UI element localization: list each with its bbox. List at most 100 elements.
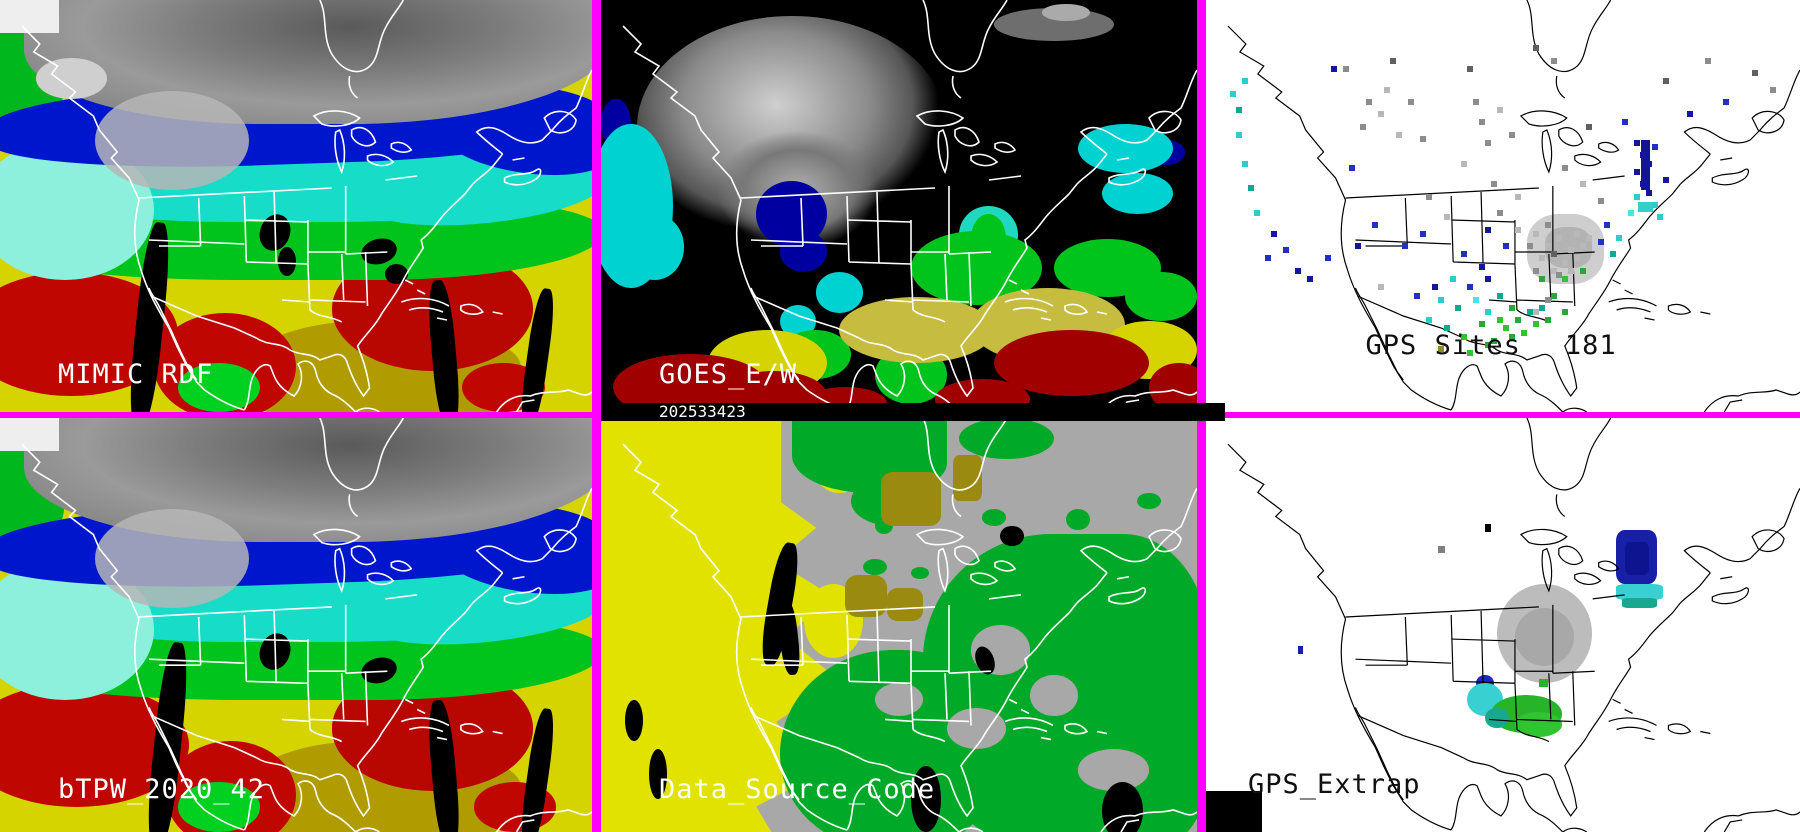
goes-cyan-patch (624, 214, 685, 281)
gps-site-dot (1615, 234, 1622, 241)
dsc-olive-blob (881, 471, 941, 526)
goes-navy-patch (779, 230, 828, 272)
panel-gps-extrap[interactable]: GPS_Extrap (1206, 418, 1800, 832)
gps-site-dot (1538, 255, 1545, 262)
gps-site-dot (1657, 214, 1664, 221)
gps-site-dot (1443, 214, 1450, 221)
gps-site-dot (1562, 164, 1569, 171)
gps-site-dot (1556, 271, 1563, 278)
gps-site-dot (1544, 222, 1551, 229)
gps-site-dot (1568, 267, 1575, 274)
gps-site-dot (1580, 267, 1587, 274)
gps-site-dot (1324, 255, 1331, 262)
dsc-gray-hole (946, 707, 1007, 750)
gps-site-dot (1384, 86, 1391, 93)
goes-cyan-patch (1101, 173, 1174, 215)
dsc-gray-hole (875, 682, 923, 717)
gps-site-dot (1295, 267, 1302, 274)
dsc-green-speck (863, 558, 888, 576)
gps-site-dot (1378, 284, 1385, 291)
gps-site-dot (1526, 243, 1533, 250)
panel-data-source-code[interactable]: Data_Source_Code (601, 418, 1197, 832)
dsc-green-speck (982, 509, 1007, 526)
gps-site-dot (1419, 230, 1426, 237)
tpw-snow-patch (0, 418, 60, 452)
extrap-region (1514, 711, 1563, 737)
gps-site-dot (1621, 119, 1628, 126)
tpw-snow-patch (0, 0, 60, 33)
goes-green-blob (970, 214, 1007, 264)
gps-site-dot (1514, 226, 1521, 233)
gps-site-dot (1704, 57, 1711, 64)
gps-site-dot (1271, 230, 1278, 237)
extrap-region (1485, 523, 1492, 532)
panel-label-btpw: bTPW_2020_42 (58, 774, 266, 805)
gps-site-dot (1586, 123, 1593, 130)
gps-site-dot (1568, 247, 1575, 254)
gps-site-dot (1538, 276, 1545, 283)
gps-site-dot (1360, 123, 1367, 130)
gps-site-dot (1627, 210, 1634, 217)
panel-label-mimic: MIMIC RDF (58, 359, 214, 390)
gps-site-dot (1651, 144, 1658, 151)
dsc-olive-blob (952, 455, 983, 501)
gps-site-dot (1461, 251, 1468, 258)
tpw-cloud-light (35, 57, 107, 99)
gps-site-dot (1562, 259, 1569, 266)
gps-site-dot (1633, 168, 1640, 175)
panel-label-gps-extrap: GPS_Extrap (1248, 769, 1421, 800)
gps-site-dot (1752, 70, 1759, 77)
gps-site-dot (1265, 255, 1272, 262)
panel-gps-sites[interactable]: GPS Sites 181 (1206, 0, 1800, 412)
gps-site-dot (1467, 65, 1474, 72)
gps-site-dot (1556, 234, 1563, 241)
gps-site-dot (1550, 292, 1557, 299)
gps-site-dot (1633, 140, 1640, 147)
gps-sites-count: 181 (1564, 330, 1617, 361)
panel-label-data-source: Data_Source_Code (659, 774, 936, 805)
gps-site-dot (1372, 222, 1379, 229)
gps-site-dot (1639, 181, 1646, 188)
gps-site-dot (1479, 119, 1486, 126)
gps-site-dot (1306, 276, 1313, 283)
gps-site-dot (1473, 98, 1480, 105)
tpw-black-speck (278, 247, 296, 277)
gps-site-dot (1497, 107, 1504, 114)
goes-green-blob (1125, 271, 1197, 322)
tpw-cloud-mass (23, 418, 592, 543)
gps-site-dot (1580, 181, 1587, 188)
gps-site-dot (1247, 185, 1254, 192)
extrap-region (1624, 542, 1649, 576)
goes-cyan-patch (815, 271, 864, 314)
gps-site-dot (1645, 189, 1652, 196)
gps-site-dot (1586, 234, 1593, 241)
panel-label-gps-sites: GPS Sites 181 (1262, 299, 1617, 392)
dsc-olive-blob (845, 575, 888, 617)
gps-site-dot (1497, 292, 1504, 299)
gps-site-dot (1378, 111, 1385, 118)
gps-site-dot (1407, 98, 1414, 105)
gps-site-dot (1562, 276, 1569, 283)
dsc-green-blob (958, 418, 1054, 460)
gps-site-dot (1687, 111, 1694, 118)
gps-site-dot (1645, 160, 1652, 167)
gps-site-dot (1229, 90, 1236, 97)
gps-site-dot (1235, 107, 1242, 114)
extrap-region (1437, 546, 1445, 553)
extrap-region (1298, 645, 1303, 654)
gps-sites-text: GPS Sites (1365, 330, 1521, 361)
gps-site-dot (1461, 160, 1468, 167)
gps-site-dot (1425, 193, 1432, 200)
gps-site-dot (1603, 222, 1610, 229)
panel-btpw[interactable]: bTPW_2020_42 (0, 418, 592, 832)
gps-site-dot (1532, 230, 1539, 237)
panel-goes-ew[interactable]: GOES_E/W (601, 0, 1197, 412)
gps-site-dot (1633, 193, 1640, 200)
gps-site-dot (1241, 78, 1248, 85)
gps-site-dot (1497, 210, 1504, 217)
tpw-cloud-light (94, 509, 249, 609)
panel-mimic-rdf[interactable]: MIMIC RDF (0, 0, 592, 412)
gps-site-dot (1330, 65, 1337, 72)
gps-site-dot (1342, 65, 1349, 72)
gps-site-dot (1598, 238, 1605, 245)
